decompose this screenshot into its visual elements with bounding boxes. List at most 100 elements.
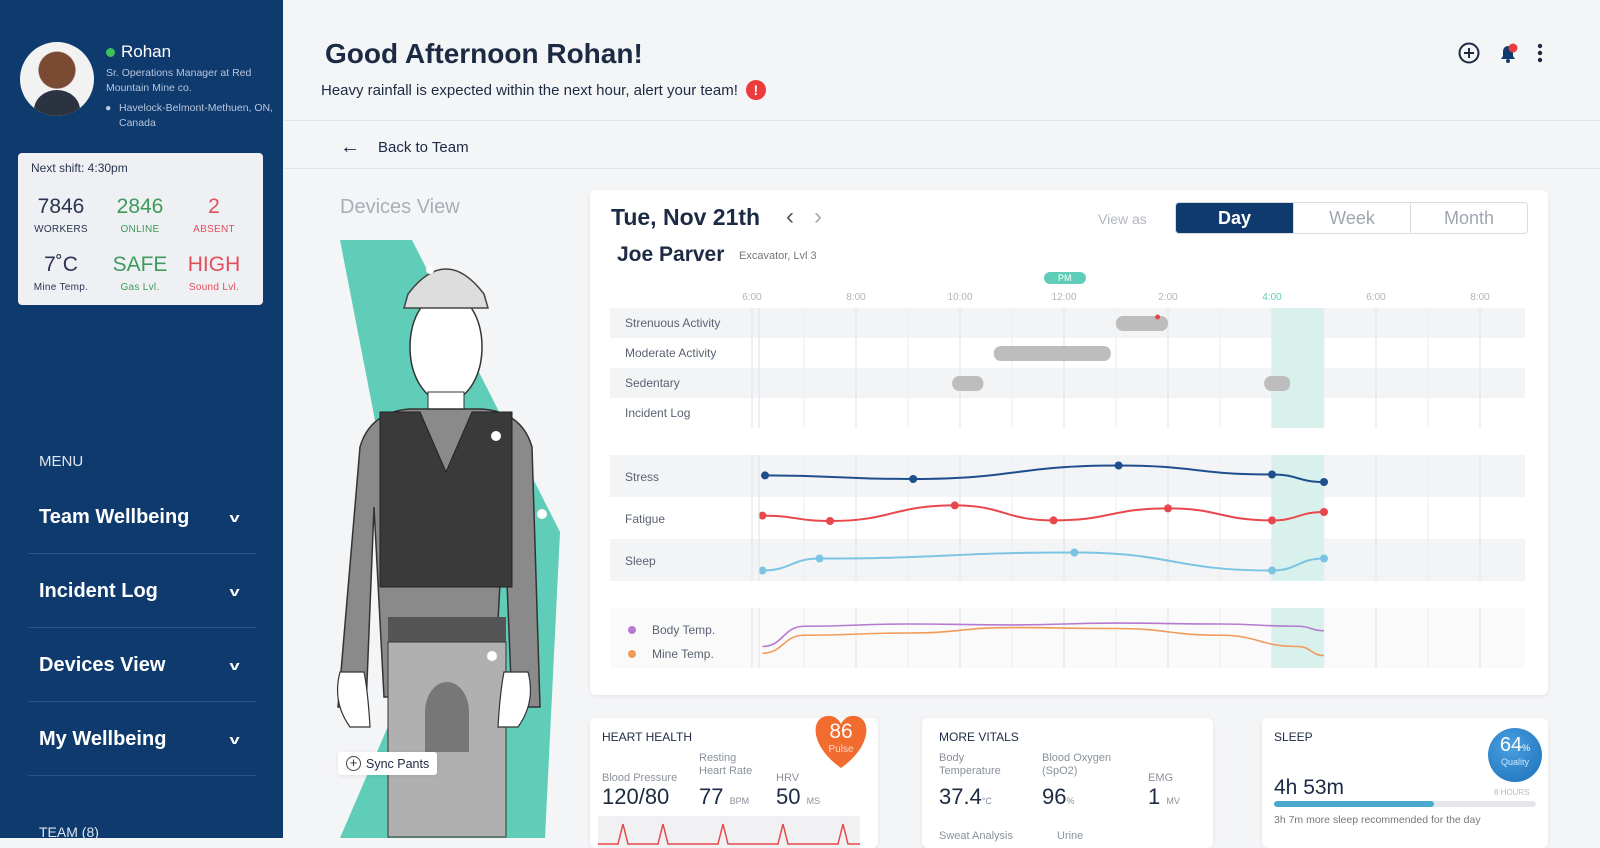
x-tick-label: 10:00 — [947, 292, 972, 303]
location-pin-icon: ● — [105, 102, 112, 114]
page-title: Good Afternoon Rohan! — [325, 38, 643, 69]
vest — [379, 411, 513, 588]
urine-label: Urine — [1057, 830, 1084, 842]
sleep-progress-bar — [1274, 801, 1536, 807]
emg-label: EMG — [1148, 772, 1174, 784]
menu-label: Team Wellbeing — [39, 505, 190, 528]
sleep-duration: 4h 53m — [1274, 776, 1345, 799]
activity-bar — [993, 346, 1111, 361]
rhr-label: Resting Heart Rate — [699, 752, 753, 777]
row-bg — [610, 398, 1525, 428]
value: 64 — [1499, 734, 1523, 756]
stat-online: 2846 ONLINE — [105, 195, 175, 237]
worker-body-figure — [337, 240, 560, 838]
value: 1 — [1148, 784, 1161, 809]
more-vertical-icon[interactable] — [1536, 42, 1544, 64]
user-role: Sr. Operations Manager at Red Mountain M… — [106, 67, 252, 94]
stat-sound: HIGH Sound Lvl. — [179, 253, 249, 295]
menu-label: My Wellbeing — [39, 727, 167, 750]
alert-text: Heavy rainfall is expected within the ne… — [321, 81, 738, 99]
sleep-recommendation: 3h 7m more sleep recommended for the day — [1274, 814, 1481, 826]
sync-pants-button[interactable]: + Sync Pants — [338, 752, 438, 775]
user-name: Rohan — [106, 42, 171, 62]
trend-point — [1268, 516, 1276, 525]
more-vitals-card: MORE VITALS Body Temperature Blood Oxyge… — [922, 718, 1213, 848]
weather-alert: Heavy rainfall is expected within the ne… — [321, 80, 766, 100]
sweat-label: Sweat Analysis — [939, 830, 1013, 842]
pulse-value: 86 — [829, 720, 853, 743]
trend-point — [1049, 516, 1058, 525]
row-bg — [610, 539, 1525, 581]
chevron-down-icon: v — [229, 731, 240, 747]
current-time-highlight — [1272, 308, 1324, 428]
trend-point — [1268, 470, 1276, 479]
row-label: Sleep — [625, 554, 656, 568]
x-tick-label: 6:00 — [742, 292, 762, 303]
arrow-left-icon: ← — [340, 136, 360, 158]
bp-value: 120/80 — [602, 784, 670, 809]
add-circle-icon[interactable] — [1458, 42, 1480, 64]
online-status-icon — [106, 48, 115, 57]
menu-item-my-wellbeing[interactable]: My Wellbeing v — [28, 703, 256, 776]
worker-role: Excavator, Lvl 3 — [739, 250, 817, 262]
hrv-label: HRV — [776, 772, 800, 784]
stat-value: 7˚C — [44, 253, 78, 276]
team-heading[interactable]: TEAM (8) — [39, 824, 99, 840]
stat-mine-temp: 7˚C Mine Temp. — [26, 253, 96, 295]
legend-dot — [628, 626, 636, 634]
sleep-target: 8 HOURS — [1494, 788, 1530, 797]
next-shift: Next shift: 4:30pm — [31, 161, 128, 175]
row-label: Sedentary — [625, 376, 680, 390]
stat-absent: 2 ABSENT — [179, 195, 249, 237]
user-name-text: Rohan — [121, 42, 172, 61]
alert-marker — [1155, 314, 1161, 320]
row-bg — [610, 497, 1525, 539]
heart-health-card: HEART HEALTH 86 Pulse Blood Pressure Res… — [590, 715, 878, 848]
row-bg — [610, 455, 1525, 497]
bell-icon[interactable] — [1496, 41, 1520, 65]
stat-value: SAFE — [112, 253, 168, 276]
back-to-team-button[interactable]: ← Back to Team — [340, 136, 469, 159]
stat-label: Gas Lvl. — [120, 282, 160, 293]
menu-label: Devices View — [39, 653, 166, 676]
value: 77 — [699, 784, 724, 809]
bp-label: Blood Pressure — [602, 772, 678, 784]
stat-label: ONLINE — [120, 224, 160, 235]
activity-bar — [952, 376, 984, 391]
menu-item-team-wellbeing[interactable]: Team Wellbeing v — [28, 481, 256, 554]
menu-heading: MENU — [39, 453, 84, 470]
row-bg — [610, 608, 1525, 668]
helmet — [403, 268, 489, 309]
stat-value: 2846 — [116, 195, 164, 218]
trend-point — [950, 501, 959, 510]
menu-label: Incident Log — [39, 579, 158, 602]
emg-value: 1 MV — [1148, 784, 1180, 810]
spo2-label: Blood Oxygen (SpO2) — [1042, 752, 1112, 777]
sync-label: Sync Pants — [366, 756, 430, 771]
value: 96 — [1042, 784, 1067, 809]
stat-value: 2 — [208, 195, 220, 218]
unit: % — [1522, 743, 1531, 753]
chevron-right-icon[interactable]: › — [814, 203, 822, 230]
x-tick-label: 12:00 — [1051, 292, 1076, 303]
x-tick-label: 8:00 — [846, 292, 866, 303]
view-day-button[interactable]: Day — [1176, 203, 1293, 233]
view-month-button[interactable]: Month — [1410, 203, 1527, 233]
stat-label: Mine Temp. — [33, 282, 89, 293]
view-week-button[interactable]: Week — [1293, 203, 1410, 233]
menu-item-incident-log[interactable]: Incident Log v — [28, 555, 256, 628]
rhr-value: 77 BPM — [699, 784, 749, 810]
chevron-left-icon[interactable]: ‹ — [786, 203, 794, 230]
row-label: Fatigue — [625, 512, 665, 526]
menu-item-devices-view[interactable]: Devices View v — [28, 629, 256, 702]
activity-bar — [1264, 376, 1291, 391]
temp-line — [762, 626, 1325, 657]
quality-label: Quality — [1500, 757, 1529, 767]
worker-name: Joe Parver — [617, 243, 725, 266]
divider — [283, 168, 1600, 169]
temp-line — [762, 622, 1325, 648]
trend-point — [1320, 478, 1328, 486]
user-location: ● Havelock-Belmont-Methuen, ON, Canada — [105, 101, 274, 131]
avatar[interactable] — [20, 42, 94, 116]
sleep-quality-badge: 64% Quality — [1488, 728, 1542, 782]
